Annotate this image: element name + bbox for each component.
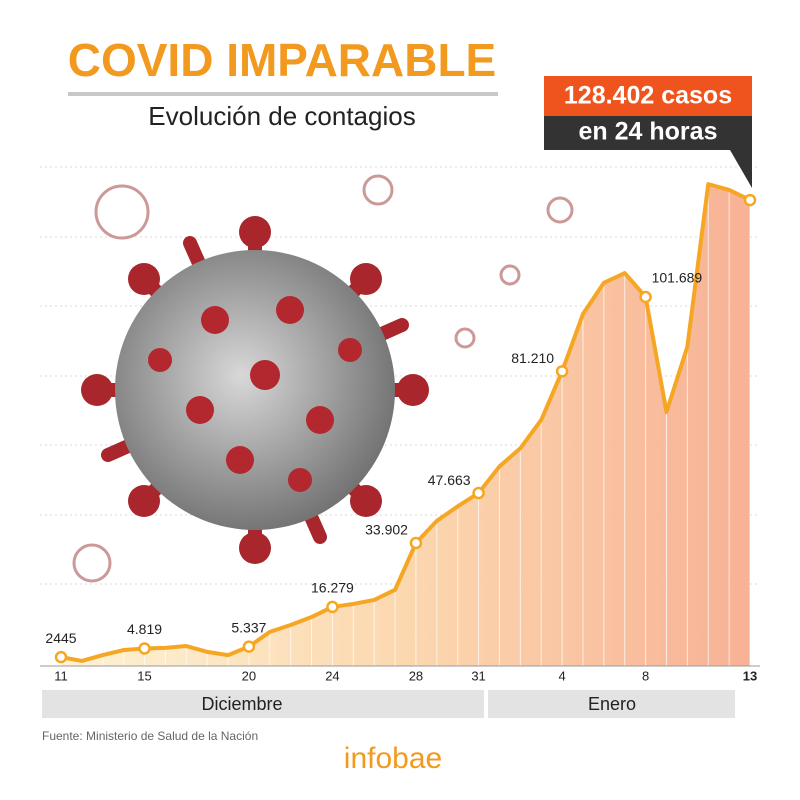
plot: 2445 4.819 5.337 16.279 33.902 47.663 81.210 10… [40,182,760,667]
data-point [743,193,757,207]
x-tick-label: 28 [409,668,423,683]
value-label: 101.689 [652,270,703,286]
x-tick-label: 15 [137,668,151,683]
data-point [138,642,151,655]
month-band [488,690,735,718]
value-label: 4.819 [127,621,162,637]
month-label: Diciembre [201,694,282,714]
data-point [555,365,569,378]
x-tick-label: 8 [642,668,649,683]
callout-note: en 24 horas [579,118,718,146]
data-point [639,290,652,304]
brand-logo: infobae [344,742,442,775]
x-tick-label: 24 [325,668,339,683]
month-band [42,690,484,718]
x-tick-label: 13 [743,668,757,683]
line [60,182,751,663]
callout-bottom [544,116,752,150]
data-point [242,640,256,653]
data-point [409,536,423,550]
title: COVID IMPARABLE [68,34,497,86]
data-point [472,486,485,500]
data-point [326,600,339,614]
subtitle: Evolución de contagios [148,101,415,131]
x-tick-label: 31 [471,668,485,683]
callout-value: 128.402 casos [564,82,732,110]
data-point [54,650,68,664]
source: Fuente: Ministerio de Salud de la Nación [42,729,258,743]
month-label: Enero [588,694,636,714]
value-label: 5.337 [231,619,266,635]
x-tick-label: 11 [54,668,68,683]
callout-pointer [730,150,752,188]
value-label: 47.663 [428,472,471,488]
value-label: 81.210 [511,350,554,366]
virus-illustration [72,174,574,583]
value-label: 33.902 [365,522,408,538]
x-tick-label: 20 [242,668,256,683]
value-label: 16.279 [311,580,354,596]
callout-top [544,76,752,116]
value-label: 2445 [45,630,76,646]
area [61,184,750,666]
x-tick-label: 4 [558,668,565,683]
